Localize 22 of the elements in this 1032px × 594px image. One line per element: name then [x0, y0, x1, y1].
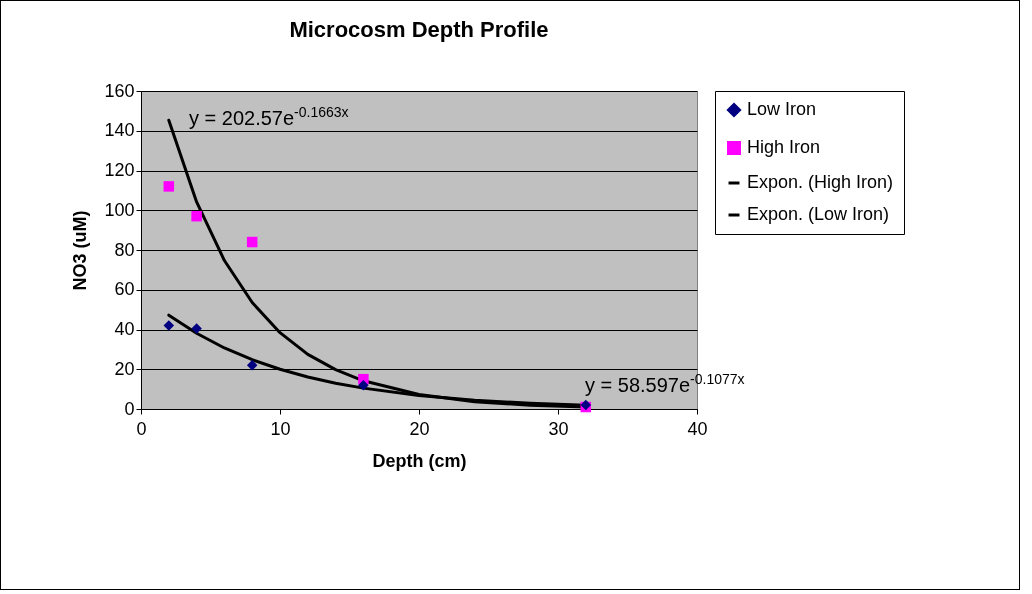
annotation: y = 202.57e$^{-0.1663x}$	[189, 104, 349, 129]
y-axis-title: NO3 (uM)	[70, 210, 91, 291]
y-tick-label: 120	[104, 160, 135, 180]
legend-label: Expon. (Low Iron)	[747, 204, 890, 224]
annotation: y = 58.597e$^{-0.1077x}$	[585, 371, 745, 396]
y-tick-label: 100	[104, 199, 135, 220]
x-axis-title: Depth (cm)	[372, 450, 467, 471]
legend-label: Expon. (High Iron)	[747, 172, 894, 192]
x-tick-label: 40	[687, 418, 708, 439]
y-tick-label: 80	[114, 239, 135, 260]
legend-label: High Iron	[747, 137, 821, 157]
x-tick-label: 30	[548, 418, 569, 439]
y-tick-label: 140	[104, 120, 135, 141]
legend-label: Low Iron	[747, 99, 817, 119]
x-tick-label: 20	[409, 418, 430, 439]
chart-title: Microcosm Depth Profile	[289, 17, 549, 42]
y-tick-label: 160	[104, 80, 135, 101]
x-tick-label: 10	[270, 418, 291, 439]
y-tick-label: 0	[124, 398, 135, 419]
y-tick-label: 40	[114, 319, 135, 339]
y-tick-label: 20	[114, 358, 135, 379]
y-tick-label: 60	[114, 279, 135, 300]
